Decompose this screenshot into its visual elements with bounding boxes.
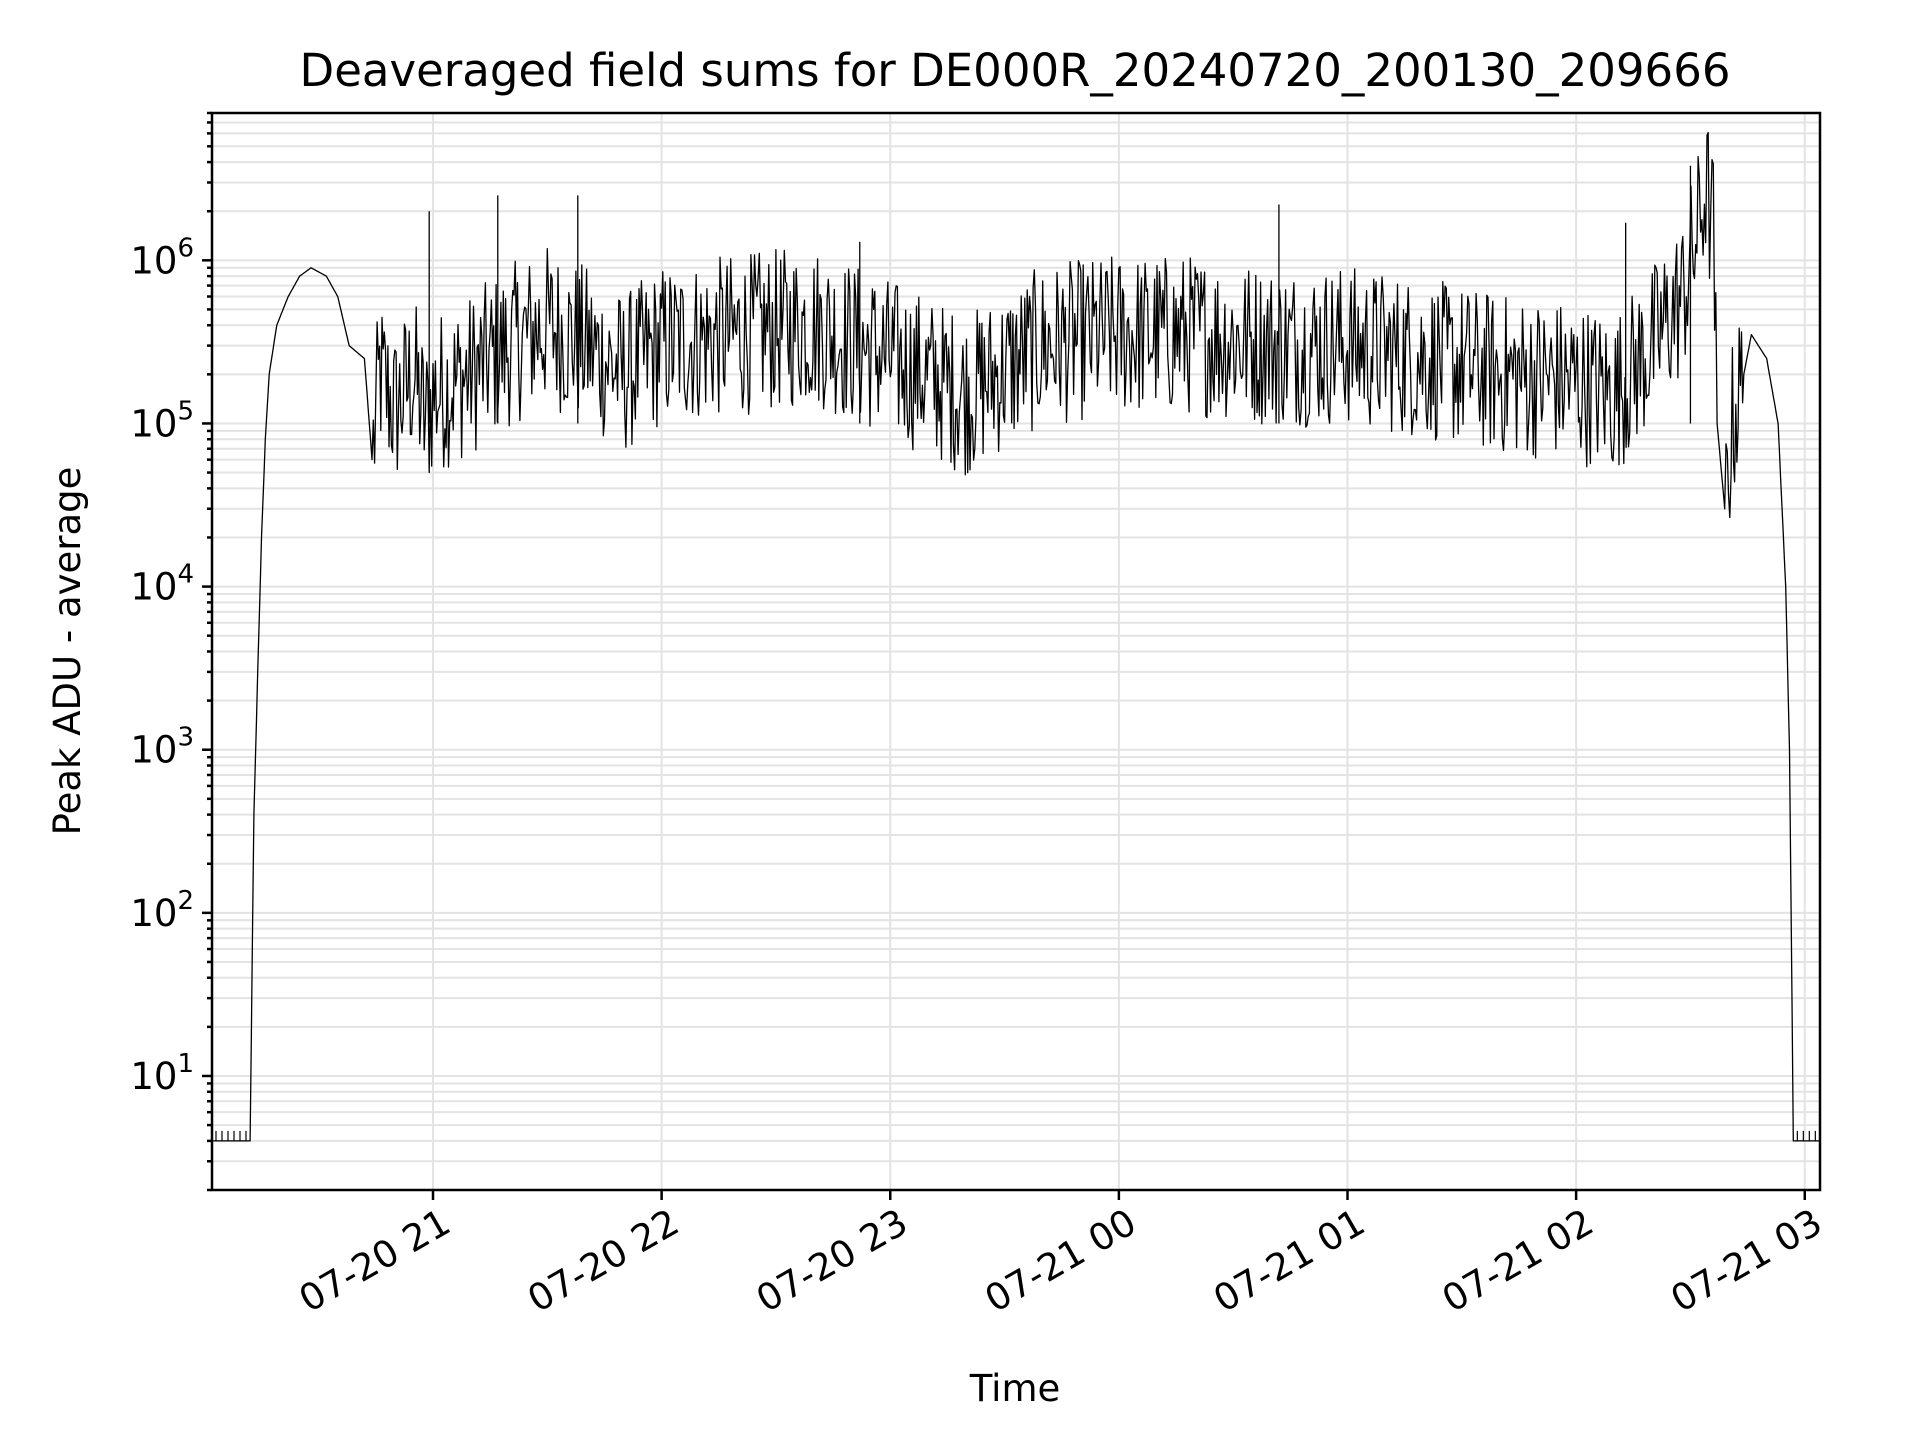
y-axis: 101 102 103 104 105 106: [130, 111, 212, 1192]
x-tick-label: 07-21 01: [1206, 1201, 1372, 1321]
x-axis: 07-20 21 07-20 22 07-20 23 07-21 00 07-21 01…: [292, 1190, 1829, 1321]
x-tick-label: 07-20 21: [292, 1201, 458, 1321]
x-axis-label: Time: [969, 1367, 1061, 1410]
y-tick-label: 103: [130, 723, 194, 772]
series-line: [212, 131, 1820, 1142]
x-tick-label: 07-20 23: [749, 1201, 915, 1321]
y-axis-label: Peak ADU - average: [46, 467, 89, 836]
chart-title: Deaveraged field sums for DE000R_2024072…: [300, 44, 1731, 97]
y-tick-label: 104: [130, 560, 194, 609]
x-tick-label: 07-21 03: [1664, 1201, 1830, 1321]
y-tick-label: 102: [130, 886, 194, 935]
y-tick-label: 101: [130, 1049, 194, 1098]
x-tick-label: 07-21 02: [1435, 1201, 1601, 1321]
y-tick-label: 106: [130, 233, 194, 282]
x-tick-label: 07-20 22: [521, 1201, 687, 1321]
grid: [212, 112, 1820, 1191]
y-tick-label: 105: [130, 396, 194, 445]
x-tick-label: 07-21 00: [978, 1201, 1144, 1321]
